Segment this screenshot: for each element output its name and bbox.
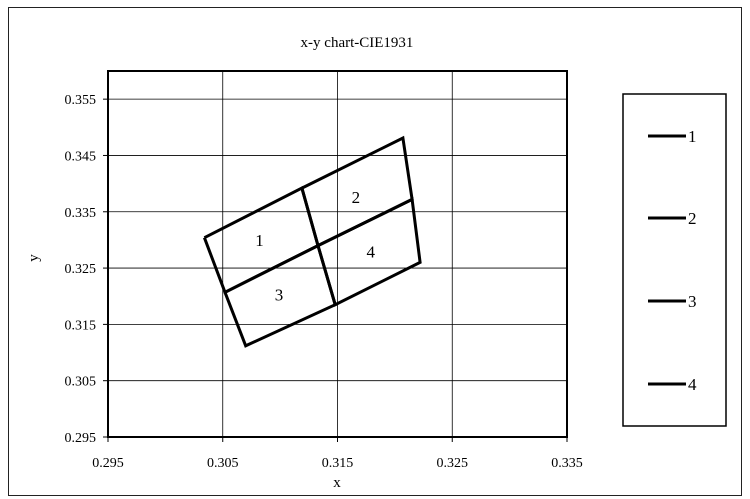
legend-label-1: 1 (688, 127, 697, 146)
y-tick-label: 0.335 (65, 206, 97, 221)
y-tick-label: 0.315 (65, 318, 97, 333)
y-axis-label: y (26, 254, 42, 262)
chart-frame (8, 7, 742, 496)
region-label-1: 1 (255, 231, 264, 250)
series-layer: 1 2 3 4 (202, 135, 422, 348)
x-tick-label: 0.325 (437, 456, 469, 471)
y-tick-label: 0.345 (65, 149, 97, 164)
x-tick-label: 0.295 (92, 456, 124, 471)
y-tick-label: 0.355 (65, 93, 97, 108)
y-tick-label: 0.305 (65, 375, 97, 390)
plot-area (107, 70, 568, 438)
y-tick-label: 0.295 (65, 431, 97, 446)
region-label-3: 3 (275, 286, 284, 305)
legend-label-4: 4 (688, 375, 697, 394)
legend: 1 2 3 4 (622, 93, 727, 427)
series-line-4 (316, 197, 422, 307)
region-label-2: 2 (352, 188, 361, 207)
tick-labels: 0.295 0.305 0.315 0.325 0.335 0.295 0.305 0.315… (65, 93, 583, 471)
legend-label-2: 2 (688, 209, 697, 228)
x-tick-label: 0.315 (322, 456, 354, 471)
x-tick-label: 0.305 (207, 456, 239, 471)
grid (103, 71, 568, 442)
y-tick-label: 0.325 (65, 262, 97, 277)
legend-label-3: 3 (688, 292, 697, 311)
legend-box (622, 93, 727, 427)
region-label-4: 4 (367, 243, 376, 262)
chart-title: x-y chart-CIE1931 (301, 35, 414, 51)
x-tick-label: 0.335 (551, 456, 583, 471)
x-axis-label: x (333, 475, 341, 491)
